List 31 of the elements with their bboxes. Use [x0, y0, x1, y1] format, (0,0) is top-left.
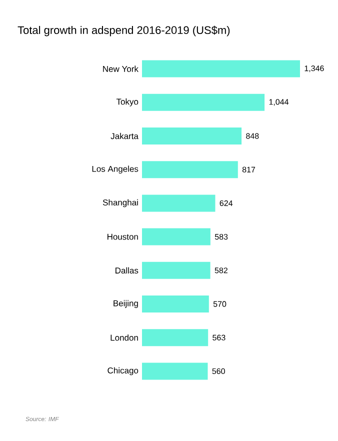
bar: [142, 161, 238, 178]
bar: [142, 94, 265, 111]
data-label: 848: [246, 133, 259, 139]
data-label: 582: [214, 268, 228, 274]
bar: [142, 329, 208, 346]
data-label: 1,346: [304, 66, 324, 72]
data-label: 624: [220, 200, 233, 206]
y-tick-label: Tokyo: [116, 98, 138, 106]
y-tick-label: Jakarta: [110, 132, 138, 140]
bar: [142, 128, 242, 145]
y-tick-label: Houston: [108, 234, 138, 240]
data-label: 570: [213, 301, 226, 307]
bar: [142, 362, 208, 380]
data-label: 560: [212, 368, 225, 374]
data-label: 563: [212, 334, 226, 340]
chart-title: Total growth in adspend 2016-2019 (US$m): [18, 26, 230, 36]
y-tick-label: London: [110, 334, 138, 341]
y-tick-label: Los Angeles: [92, 166, 138, 174]
data-label: 583: [214, 234, 228, 240]
y-tick-label: Shanghai: [102, 199, 138, 208]
y-tick-label: Dallas: [116, 267, 138, 274]
bar: [142, 60, 300, 78]
bar: [142, 296, 209, 312]
bar: [142, 228, 210, 246]
bar: [142, 194, 216, 212]
y-tick-label: Beijing: [114, 300, 138, 308]
data-label: 817: [242, 166, 256, 172]
y-tick-label: Chicago: [108, 367, 138, 376]
bar: [142, 262, 210, 279]
data-label: 1,044: [269, 99, 289, 106]
y-tick-label: New York: [103, 66, 138, 72]
